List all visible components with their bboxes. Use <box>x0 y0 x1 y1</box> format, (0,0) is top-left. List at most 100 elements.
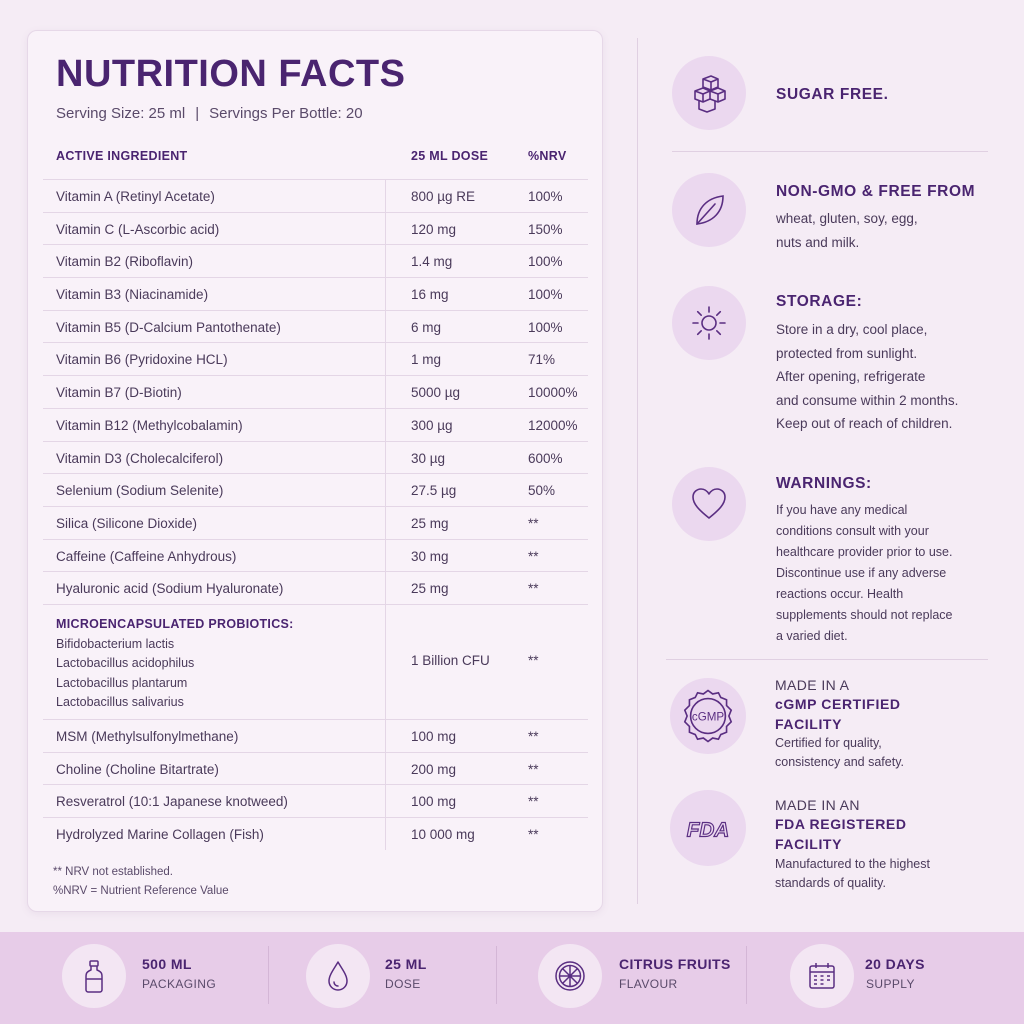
column-rule <box>385 785 386 817</box>
note-nrv-definition: %NRV = Nutrient Reference Value <box>53 884 229 897</box>
ingredient-cell: Resveratrol (10:1 Japanese knotweed) <box>56 794 288 810</box>
column-rule <box>385 343 386 376</box>
column-rule <box>385 604 386 719</box>
probiotic-strain: Lactobacillus plantarum <box>56 675 188 690</box>
dose-cell: 10 000 mg <box>411 827 475 842</box>
column-rule <box>385 441 386 474</box>
sun-icon <box>672 286 746 360</box>
ingredient-cell: Vitamin C (L-Ascorbic acid) <box>56 221 220 237</box>
cgmp-title-line: cGMP CERTIFIED <box>775 696 901 712</box>
sugar-cubes-icon <box>672 56 746 130</box>
fda-pre: MADE IN AN <box>775 797 860 813</box>
dose-cell: 1 mg <box>411 352 442 368</box>
nrv-cell: 50% <box>528 483 556 499</box>
header-ingredient: ACTIVE INGREDIENT <box>56 149 188 163</box>
non-gmo-line: nuts and milk. <box>776 234 860 250</box>
storage-line: and consume within 2 months. <box>776 392 959 408</box>
nrv-cell: 12000% <box>528 417 578 433</box>
sugar-free-title: SUGAR FREE. <box>776 86 889 103</box>
divider <box>672 151 988 152</box>
column-rule <box>385 818 386 850</box>
ingredient-cell: Vitamin B6 (Pyridoxine HCL) <box>56 352 228 368</box>
table-row: Selenium (Sodium Selenite) 27.5 µg 50% <box>43 473 588 506</box>
probiotics-row: MICROENCAPSULATED PROBIOTICS: Bifidobacte… <box>43 603 588 719</box>
fda-title: FDA REGISTERED FACILITY <box>775 815 907 854</box>
ingredient-cell: Selenium (Sodium Selenite) <box>56 483 224 499</box>
table-row: Caffeine (Caffeine Anhydrous) 30 mg ** <box>43 538 588 572</box>
dose-cell: 100 mg <box>411 728 457 744</box>
probiotic-strain: Bifidobacterium lactis <box>56 636 175 651</box>
probiotics-strain-list: Bifidobacterium lactis Lactobacillus acid… <box>56 635 294 713</box>
fda-text: Manufactured to the highest standards of… <box>775 855 930 893</box>
warnings-text: If you have any medical conditions consu… <box>776 500 953 647</box>
column-rule <box>385 539 386 572</box>
dose-cell: 800 µg RE <box>411 189 476 204</box>
table-header: ACTIVE INGREDIENT 25 ML DOSE %NRV <box>56 149 588 169</box>
warnings-line: If you have any medical <box>776 503 908 517</box>
dose-cell: 1 Billion CFU <box>411 652 490 668</box>
ingredient-cell: Caffeine (Caffeine Anhydrous) <box>56 548 237 564</box>
cgmp-title-line: FACILITY <box>775 715 843 732</box>
heart-icon <box>672 467 746 541</box>
nrv-cell: 71% <box>528 352 556 368</box>
warnings-line: conditions consult with your <box>776 524 929 538</box>
column-rule <box>385 752 386 785</box>
ingredient-cell: Hydrolyzed Marine Collagen (Fish) <box>56 827 264 842</box>
footer-divider <box>496 946 497 1004</box>
ingredient-cell: Vitamin A (Retinyl Acetate) <box>56 189 215 204</box>
footer-supply-sub: SUPPLY <box>866 977 915 991</box>
table-row: MSM (Methylsulfonylmethane) 100 mg ** <box>43 718 588 752</box>
ingredient-cell: Vitamin B3 (Niacinamide) <box>56 287 209 303</box>
nrv-cell: 100% <box>528 189 563 204</box>
ingredient-cell: Vitamin B5 (D-Calcium Pantothenate) <box>56 319 281 335</box>
nrv-cell: ** <box>528 761 539 777</box>
dose-cell: 30 mg <box>411 548 449 564</box>
table-row: Choline (Choline Bitartrate) 200 mg ** <box>43 751 588 785</box>
ingredient-cell: Hyaluronic acid (Sodium Hyaluronate) <box>56 581 284 597</box>
column-rule <box>385 278 386 310</box>
warnings-line: supplements should not replace <box>776 608 953 622</box>
fda-logo-icon: FDA <box>670 790 746 866</box>
divider <box>666 659 988 660</box>
fda-title-line: FDA REGISTERED <box>775 816 907 832</box>
column-rule <box>385 719 386 752</box>
dose-cell: 120 mg <box>411 221 457 237</box>
cgmp-text: Certified for quality, consistency and s… <box>775 734 904 772</box>
footer-packaging-title: 500 ML <box>142 956 192 972</box>
column-rule <box>385 212 386 245</box>
storage-text: Store in a dry, cool place, protected fr… <box>776 318 958 436</box>
cgmp-pre: MADE IN A <box>775 677 850 693</box>
column-rule <box>385 506 386 539</box>
nrv-cell: ** <box>528 515 539 531</box>
dose-cell: 200 mg <box>411 761 457 777</box>
footer-flavour-sub: FLAVOUR <box>619 977 678 991</box>
ingredient-cell: Vitamin B12 (Methylcobalamin) <box>56 417 243 433</box>
cgmp-title: cGMP CERTIFIED FACILITY <box>775 695 901 734</box>
storage-line: Keep out of reach of children. <box>776 416 953 431</box>
footer-flavour-title: CITRUS FRUITS <box>619 956 731 972</box>
table-row: Hydrolyzed Marine Collagen (Fish) 10 000 … <box>43 817 588 850</box>
storage-line: After opening, refrigerate <box>776 369 926 384</box>
non-gmo-text: wheat, gluten, soy, egg, nuts and milk. <box>776 207 918 254</box>
dose-cell: 16 mg <box>411 287 449 303</box>
ingredient-cell: Vitamin D3 (Cholecalciferol) <box>56 450 224 466</box>
warnings-line: a varied diet. <box>776 629 848 643</box>
column-rule <box>385 408 386 441</box>
table-row: Vitamin B7 (D-Biotin) 5000 µg 10000% <box>43 375 588 408</box>
cgmp-line: consistency and safety. <box>775 755 905 769</box>
nrv-cell: 600% <box>528 450 563 466</box>
fda-title-line: FACILITY <box>775 835 843 852</box>
nrv-cell: ** <box>528 548 539 564</box>
serving-size: Serving Size: 25 ml <box>56 105 186 122</box>
table-row: Hyaluronic acid (Sodium Hyaluronate) 25 m… <box>43 571 588 604</box>
fda-line: Manufactured to the highest <box>775 857 930 871</box>
storage-line: protected from sunlight. <box>776 345 918 361</box>
column-rule <box>385 376 386 408</box>
nutrition-facts-card: NUTRITION FACTS Serving Size: 25 ml | Serv… <box>27 30 603 912</box>
nrv-cell: 100% <box>528 287 563 303</box>
dose-cell: 300 µg <box>411 417 453 433</box>
storage-line: Store in a dry, cool place, <box>776 322 928 337</box>
footer-dose-sub: DOSE <box>385 977 421 991</box>
table-notes: ** NRV not established. %NRV = Nutrient … <box>53 863 229 900</box>
warnings-title: WARNINGS: <box>776 475 872 492</box>
